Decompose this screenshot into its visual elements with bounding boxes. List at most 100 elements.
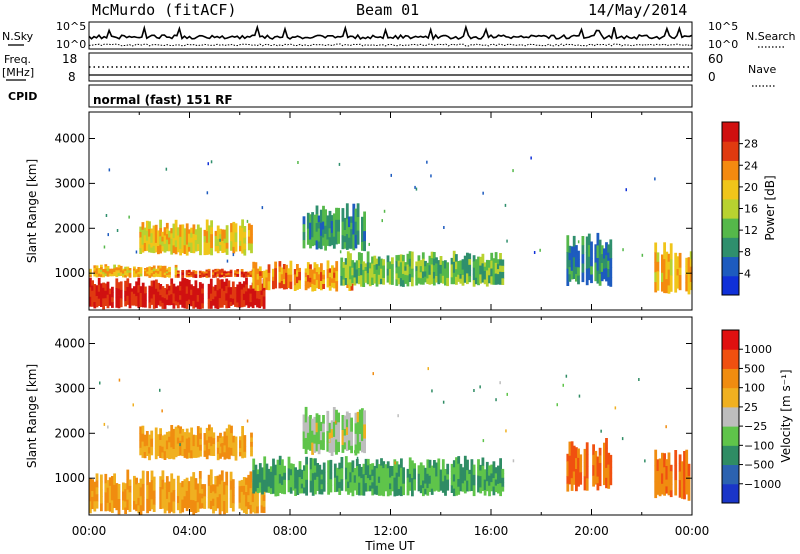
echo-cell [161,479,165,490]
echo-cell [656,271,660,282]
echo-cell [380,487,383,496]
echo-cell [111,476,114,489]
echo-cell [341,415,345,423]
echo-cell [371,256,374,264]
echo-cell [335,281,339,292]
echo-cell [185,279,189,287]
echo-cell [315,205,319,215]
echo-cell [603,470,606,486]
echo-cell [408,266,412,275]
echo-cell [596,258,600,271]
echo-cell [139,237,143,244]
echo-cell [466,459,469,471]
echo-cell [124,489,127,496]
echo-cell [139,496,143,506]
echo-cell [176,275,180,278]
echo-cell [208,442,211,450]
echo-cell [481,482,485,491]
echo-cell [371,263,374,271]
echo-cell [665,479,669,487]
echo-cell [570,441,574,454]
echo-cell [185,477,189,485]
echo-cell [341,437,345,446]
echo-cell [278,474,282,484]
echo-cell [172,283,176,289]
echo-cell [89,277,92,288]
echo-cell [141,290,145,300]
echo-cell [95,494,99,502]
echo-cell [133,270,136,274]
echo-cell [315,413,319,424]
echo-cell [190,442,193,451]
echo-cell [499,278,502,285]
echo-cell [190,450,193,459]
echo-cell [654,252,658,263]
echo-cell [600,271,604,282]
echo-cell [402,472,405,479]
echo-cell [174,219,178,227]
echo-cell [256,268,260,275]
echo-cell [386,255,390,263]
echo-cell [223,286,226,292]
echo-cell [205,219,209,232]
echo-cell [207,272,211,275]
echo-cell [179,230,182,238]
echo-speck [165,167,168,171]
echo-cell [368,274,372,281]
echo-cell [461,467,465,476]
echo-cell [304,272,308,278]
echo-cell [181,275,185,278]
echo-cell [298,469,302,478]
echo-cell [141,470,145,485]
echo-cell [256,493,259,501]
echo-cell [172,293,176,299]
echo-cell [183,296,187,303]
echo-cell [483,270,487,276]
echo-cell [198,282,202,292]
echo-cell [97,291,101,299]
echo-cell [223,481,226,489]
echo-cell [265,482,269,493]
echo-cell [119,281,123,291]
echo-cell [689,282,693,291]
echo-cell [181,481,185,488]
echo-cell [179,497,182,506]
echo-cell [594,473,598,485]
echo-cell [194,270,198,273]
echo-cell [119,298,123,308]
colorbar-tick-label: −1000 [744,478,781,491]
echo-cell [306,262,310,269]
echo-cell [249,297,253,303]
echo-cell [157,246,160,255]
echo-cell [446,277,449,287]
echo-cell [119,269,123,273]
echo-cell [254,262,258,270]
echo-cell [441,459,445,471]
echo-cell [188,233,191,239]
echo-cell [106,480,110,489]
echo-cell [216,225,220,233]
echo-cell [126,278,130,288]
echo-cell [309,457,313,470]
echo-cell [490,252,494,262]
echo-cell [450,463,454,472]
echo-cell [251,302,255,309]
echo-cell [375,459,379,469]
echo-cell [133,301,136,306]
echo-cell [176,296,180,303]
echo-cell [324,217,327,227]
echo-cell [439,469,443,476]
echo-cell [343,217,347,225]
echo-cell [345,427,349,436]
echo-cell [163,265,167,269]
echo-cell [227,274,231,277]
echo-cell [190,274,193,276]
echo-cell [397,266,401,273]
echo-cell [603,248,606,259]
echo-cell [253,299,257,306]
echo-cell [468,486,472,492]
echo-cell [380,258,383,264]
echo-cell [253,487,257,501]
echo-cell [203,274,207,276]
echo-cell [358,434,362,443]
